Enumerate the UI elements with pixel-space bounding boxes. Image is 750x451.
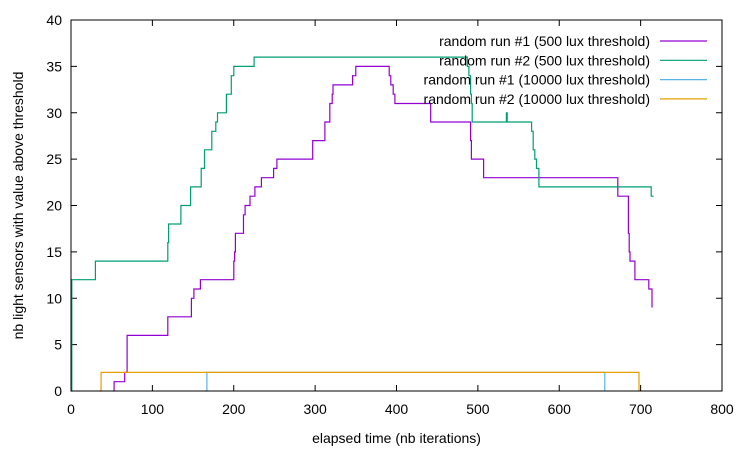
series-line-1 [113,65,653,392]
y-tick-label: 40 [46,12,62,28]
y-tick-label: 15 [46,244,62,260]
legend-label-1: random run #1 (500 lux threshold) [439,33,650,49]
y-tick-label: 20 [46,198,62,214]
y-tick-label: 5 [54,337,62,353]
x-tick-label: 0 [67,401,75,417]
axis-ticks: 0 100 200 300 400 500 600 700 800 0 5 10 15 20 25 30 35 4… [46,12,733,417]
y-tick-label: 35 [46,58,62,74]
x-tick-label: 800 [710,401,734,417]
legend-label-4: random run #2 (10000 lux threshold) [424,91,650,107]
x-tick-label: 500 [466,401,490,417]
y-tick-label: 30 [46,105,62,121]
x-tick-label: 700 [629,401,653,417]
series-line-2 [71,56,654,392]
x-tick-label: 100 [141,401,165,417]
plot-frame [70,19,723,392]
series-lines [71,56,654,392]
x-axis-label: elapsed time (nb iterations) [312,430,481,446]
legend-label-3: random run #1 (10000 lux threshold) [424,72,650,88]
x-tick-label: 600 [548,401,572,417]
series-line-3 [205,371,606,392]
legend: random run #1 (500 lux threshold) random … [424,33,707,107]
y-tick-label: 0 [54,383,62,399]
y-tick-label: 10 [46,290,62,306]
y-axis-label: nb light sensors with value above thresh… [10,72,26,340]
x-tick-label: 200 [222,401,246,417]
series-line-4 [99,371,640,392]
x-tick-label: 400 [385,401,409,417]
legend-label-2: random run #2 (500 lux threshold) [439,52,650,68]
y-tick-label: 25 [46,151,62,167]
x-tick-label: 300 [303,401,327,417]
